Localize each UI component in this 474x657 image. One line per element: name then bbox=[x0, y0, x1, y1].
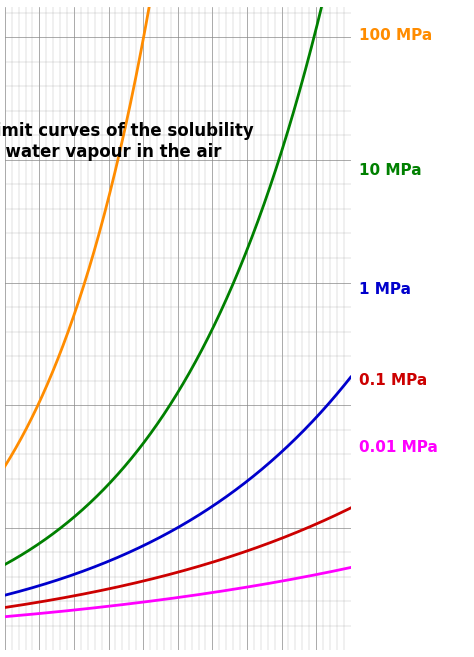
Text: 0.1 MPa: 0.1 MPa bbox=[359, 373, 428, 388]
Text: 1 MPa: 1 MPa bbox=[359, 283, 411, 298]
Text: 0.01 MPa: 0.01 MPa bbox=[359, 440, 438, 455]
Text: 100 MPa: 100 MPa bbox=[359, 28, 432, 43]
Text: The limit curves of the solubility
of water vapour in the air: The limit curves of the solubility of wa… bbox=[0, 122, 254, 161]
Text: 10 MPa: 10 MPa bbox=[359, 163, 422, 178]
